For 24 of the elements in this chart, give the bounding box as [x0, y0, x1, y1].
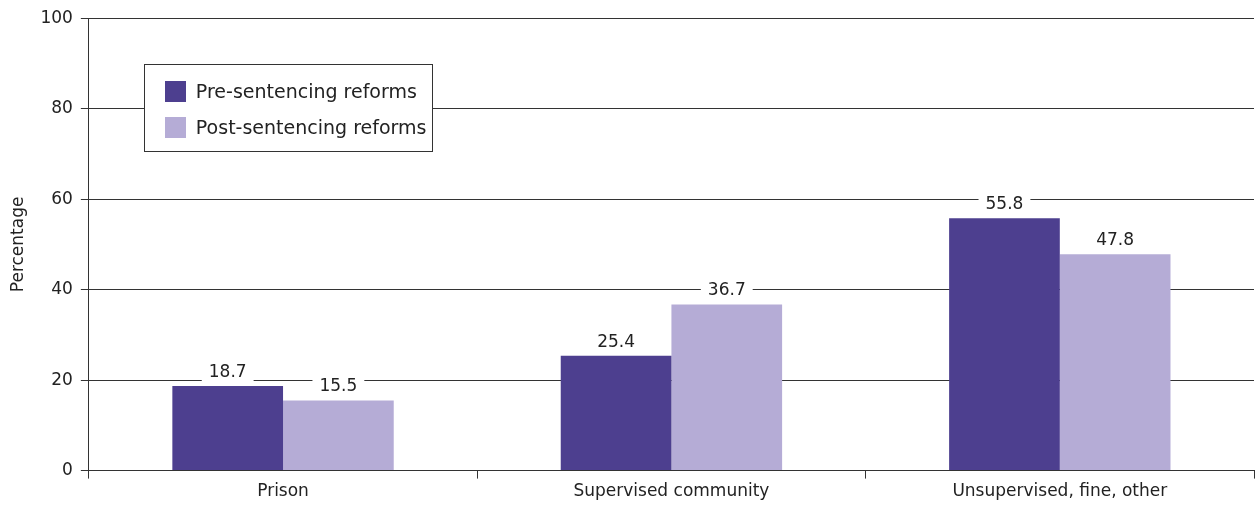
data-label: 25.4	[597, 330, 636, 351]
data-label: 36.7	[707, 279, 746, 300]
bar	[1059, 254, 1171, 471]
y-tick-label: 80	[51, 97, 73, 118]
y-tick-label: 100	[40, 6, 73, 27]
legend-label: Post-sentencing reforms	[195, 116, 427, 139]
y-tick-label: 20	[51, 368, 73, 389]
bar	[172, 386, 284, 471]
data-label: 47.8	[1096, 229, 1135, 250]
bar	[283, 400, 394, 471]
y-tick-label: 40	[51, 278, 73, 299]
bar	[560, 355, 672, 471]
bar	[671, 304, 783, 471]
data-label: 55.8	[985, 193, 1024, 214]
x-tick-label: Supervised community	[573, 480, 770, 501]
y-tick-label: 0	[62, 459, 73, 480]
y-axis-title: Percentage	[6, 196, 27, 293]
legend-label: Pre-sentencing reforms	[195, 80, 417, 103]
data-label: 18.7	[208, 360, 247, 381]
x-tick-label: Prison	[257, 480, 309, 501]
x-tick-label: Unsupervised, fine, other	[952, 480, 1168, 501]
y-tick-label: 60	[51, 187, 73, 208]
bar	[949, 218, 1060, 471]
data-label: 15.5	[319, 375, 358, 396]
